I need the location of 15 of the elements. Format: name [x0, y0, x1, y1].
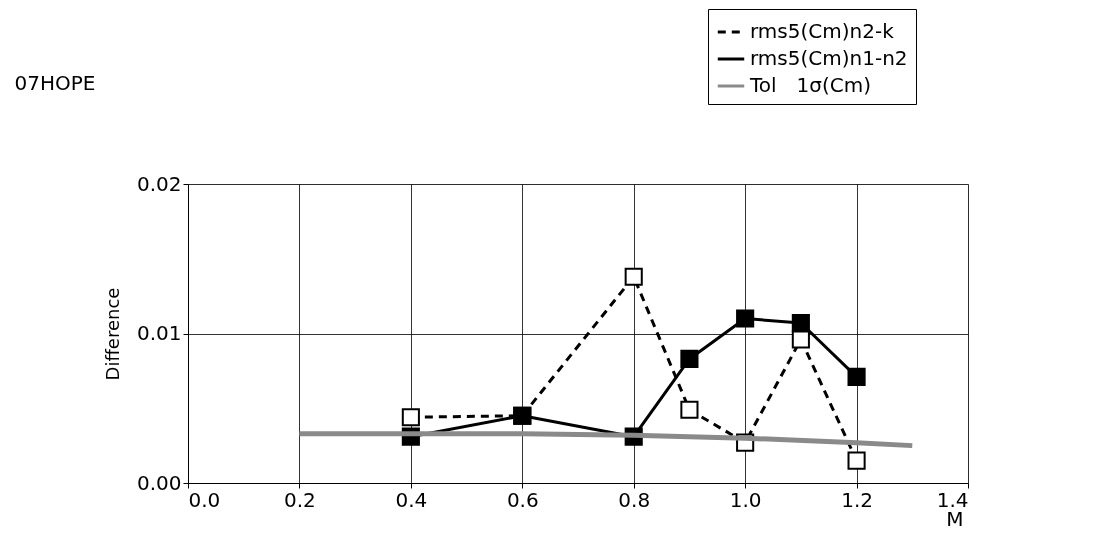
x-tick-label: 0.8 [618, 487, 651, 512]
legend-label: rms5(Cm)n2-k [750, 19, 895, 43]
x-tick-label: 1.0 [729, 487, 762, 512]
legend-label: rms5(Cm)n1-n2 [750, 46, 908, 70]
x-tick-label: 1.2 [841, 487, 873, 512]
x-tick-label: 0.4 [395, 487, 428, 512]
x-tick-label: 0.2 [284, 487, 316, 512]
y-tick-label: 0.00 [136, 470, 182, 495]
legend-label: Tol 1σ(Cm) [749, 73, 872, 97]
x-tick-label: 0.0 [188, 487, 221, 512]
y-tick-label: 0.01 [136, 321, 182, 345]
x-tick-label: 0.6 [506, 487, 539, 512]
y-axis-title: Difference [101, 287, 123, 381]
y-tick-label: 0.02 [136, 171, 182, 196]
chart-title: 07HOPE [14, 70, 96, 95]
